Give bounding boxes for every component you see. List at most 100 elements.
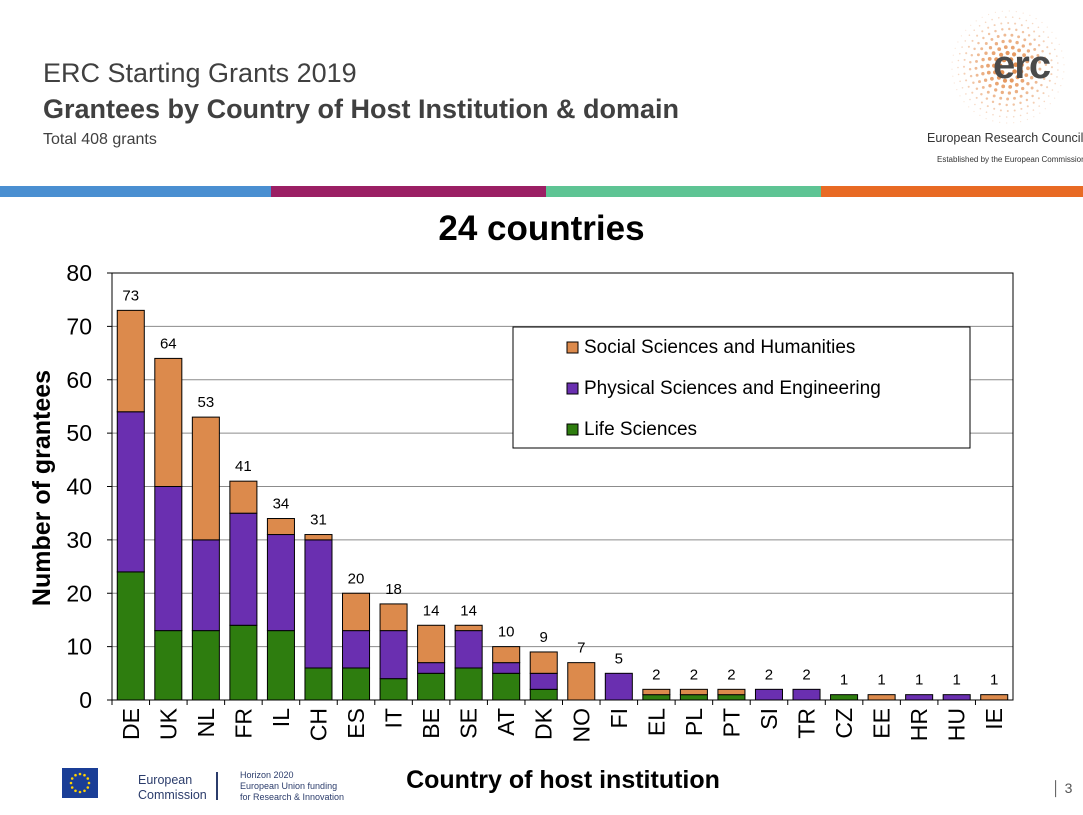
x-category-label: NO: [568, 708, 594, 743]
erc-dot: [1001, 39, 1005, 44]
erc-dot: [1006, 72, 1011, 78]
erc-dot: [976, 53, 980, 57]
erc-dot: [1038, 60, 1042, 64]
erc-dot: [953, 82, 955, 84]
erc-dot: [1007, 91, 1012, 95]
erc-dot: [1025, 59, 1030, 64]
erc-dot: [1025, 19, 1028, 22]
erc-dot: [965, 52, 968, 55]
erc-dot: [1012, 69, 1017, 74]
bar-segment: [642, 688, 671, 696]
x-category-label: DK: [531, 707, 557, 740]
erc-dot: [1008, 10, 1010, 12]
erc-dot: [1046, 26, 1048, 28]
erc-dot: [976, 34, 979, 37]
erc-dot: [979, 107, 982, 110]
erc-dot: [1025, 91, 1029, 95]
erc-dot: [963, 72, 966, 75]
erc-dot: [993, 107, 996, 110]
bar-segment: [229, 480, 258, 514]
bar-segment: [717, 688, 746, 696]
erc-dot: [991, 18, 993, 21]
y-tick-label: 10: [66, 634, 92, 660]
bar-segment: [529, 651, 558, 674]
slide-title: ERC Starting Grants 2019: [43, 58, 357, 88]
erc-dot: [1032, 62, 1036, 66]
bar-segment: [266, 534, 295, 632]
erc-dot: [1006, 122, 1008, 124]
erc-dot: [1031, 22, 1034, 25]
total-data-label: 1: [840, 672, 848, 689]
erc-dot: [1038, 105, 1041, 107]
erc-dot: [984, 42, 988, 45]
erc-dot: [975, 59, 978, 63]
erc-dot: [993, 24, 996, 27]
bar-segment: [417, 662, 446, 674]
x-category-label: FR: [230, 708, 256, 739]
erc-dot: [988, 46, 993, 50]
h2020-line-3: for Research & Innovation: [240, 792, 345, 802]
erc-dot: [985, 97, 989, 100]
erc-dot: [1054, 82, 1057, 85]
erc-dot: [1006, 109, 1009, 113]
erc-dot: [1049, 103, 1051, 105]
total-data-label: 2: [727, 666, 735, 683]
y-tick-label: 0: [79, 687, 92, 713]
erc-dot: [957, 73, 960, 76]
bar-segment: [717, 694, 746, 701]
erc-dot: [994, 42, 999, 46]
erc-dot: [969, 98, 971, 101]
bar-segment: [492, 646, 521, 664]
erc-dot: [1014, 89, 1019, 94]
bar-segment: [867, 694, 896, 701]
x-category-label: SE: [456, 708, 482, 739]
bar-segment: [154, 486, 183, 632]
eu-star: [83, 789, 86, 793]
erc-dot: [1004, 16, 1007, 18]
eu-star: [78, 772, 82, 776]
erc-dot: [1042, 31, 1045, 33]
bar-segment: [379, 678, 408, 701]
erc-dot: [1023, 38, 1027, 42]
erc-dot: [1014, 83, 1019, 87]
erc-dot: [992, 63, 997, 68]
erc-dot: [975, 20, 977, 22]
eu-star: [83, 773, 86, 777]
erc-dot: [957, 59, 960, 62]
erc-logo-word: erc: [993, 43, 1051, 87]
legend-swatch: [566, 382, 579, 395]
erc-dot: [980, 47, 984, 51]
total-data-label: 7: [577, 640, 585, 657]
erc-dot: [991, 51, 996, 56]
erc-dot: [1001, 10, 1003, 12]
erc-dot: [1029, 14, 1031, 16]
eu-star: [70, 786, 74, 789]
total-data-label: 20: [348, 570, 365, 587]
horizon-2020-label: Horizon 2020 European Union funding for …: [240, 770, 344, 803]
eu-flag-icon: [62, 768, 98, 798]
total-data-label: 53: [198, 394, 215, 411]
erc-dot: [1019, 69, 1024, 74]
erc-dot: [982, 36, 985, 40]
y-tick-label: 60: [66, 367, 92, 393]
erc-dot: [988, 13, 990, 16]
bar-segment: [492, 662, 521, 674]
erc-dot: [992, 120, 994, 122]
erc-dot: [1043, 56, 1047, 60]
erc-dot: [994, 29, 997, 33]
erc-dot: [1056, 76, 1058, 78]
stripe-green: [546, 186, 821, 197]
eu-star: [86, 777, 90, 780]
erc-dot: [981, 30, 984, 33]
eu-star: [86, 786, 90, 789]
bar-segment: [942, 694, 971, 701]
erc-dot: [994, 88, 998, 92]
bar-segment: [492, 672, 521, 701]
total-data-label: 9: [540, 629, 548, 646]
total-grants-label: Total 408 grants: [43, 131, 157, 148]
bar-segment: [191, 630, 220, 701]
x-category-label: EE: [869, 708, 895, 739]
erc-dot: [1038, 35, 1041, 38]
erc-dot: [999, 109, 1002, 112]
erc-dot: [1013, 96, 1016, 100]
